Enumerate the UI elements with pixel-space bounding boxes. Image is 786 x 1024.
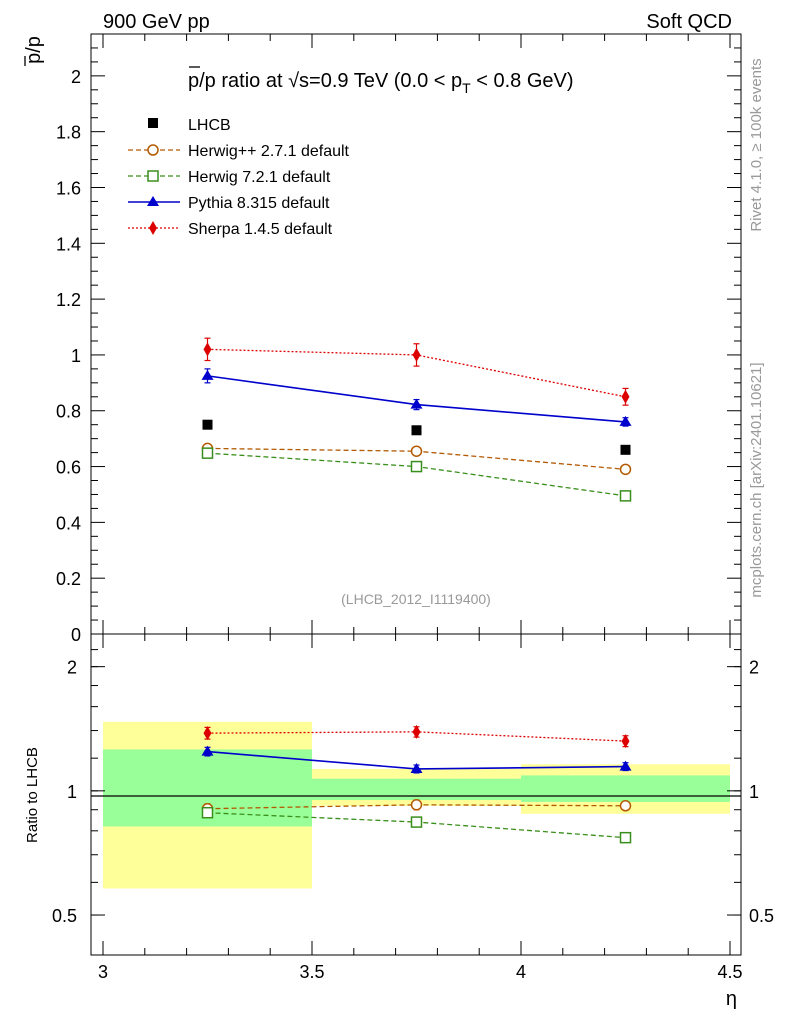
- ratio-ytick-label: 2: [67, 658, 77, 678]
- chart: 900 GeV pp Soft QCD p/p Ratio to LHCB Ri…: [0, 0, 786, 1024]
- main-series-point: [413, 348, 421, 362]
- data-point-lhcb: [203, 420, 213, 430]
- legend-label-herwig7: Herwig 7.2.1 default: [188, 169, 331, 186]
- x-tick-labels: 3 3.5 4 4.5: [98, 962, 743, 982]
- ratio-ytick-label: 0.5: [52, 906, 77, 926]
- legend-marker-lhcb: [148, 118, 158, 128]
- main-series-point: [412, 446, 422, 456]
- ratio-series-point: [621, 801, 631, 811]
- ratio-ytick-label-right: 1: [749, 782, 759, 802]
- main-ytick-label: 1.2: [56, 290, 81, 310]
- main-ylabel: p/p: [23, 36, 45, 66]
- main-series-point: [203, 448, 213, 458]
- category-label: Soft QCD: [646, 11, 732, 33]
- rivet-label: Rivet 4.1.0, ≥ 100k events: [748, 58, 765, 231]
- main-ytick-label: 0.6: [56, 458, 81, 478]
- x-axis-label: η: [726, 988, 737, 1010]
- main-series-point: [412, 462, 422, 472]
- main-ytick-label: 0.2: [56, 569, 81, 589]
- ratio-ytick-label: 1: [67, 782, 77, 802]
- legend-marker-herwig7: [148, 171, 158, 181]
- main-ytick-label: 0.8: [56, 402, 81, 422]
- main-ylabel-text: p/p: [23, 36, 45, 64]
- ratio-ytick-label-right: 0.5: [749, 906, 774, 926]
- legend-marker-pythia: [147, 196, 159, 206]
- legend-label-herwigpp: Herwig++ 2.7.1 default: [188, 143, 350, 160]
- x-tick-label: 4.5: [717, 962, 742, 982]
- ratio-band-inner: [521, 775, 730, 802]
- title-middle: /p ratio at: [199, 70, 288, 92]
- main-ytick-label: 0.4: [56, 513, 81, 533]
- x-tick-label: 4: [516, 962, 526, 982]
- main-series: [202, 338, 632, 501]
- main-ticks: 0 0.2 0.4 0.6 0.8 1 1.2 1.4 1.6 1.8 2: [56, 34, 741, 645]
- legend-marker-herwigpp: [148, 145, 158, 155]
- main-ytick-label: 1.6: [56, 178, 81, 198]
- main-series-point: [204, 342, 212, 356]
- data-point-lhcb: [412, 425, 422, 435]
- ratio-series-point: [621, 833, 631, 843]
- ratio-band-inner: [312, 779, 521, 800]
- ratio-panel: 0.5 0.5 1 1 2 2: [52, 634, 774, 955]
- main-panel: p/p ratio at √s=0.9 TeV (0.0 < pT < 0.8 …: [56, 34, 741, 645]
- title-sqrt: √: [288, 70, 299, 92]
- legend: LHCB Herwig++ 2.7.1 default Herwig 7.2.1…: [128, 117, 350, 238]
- data-point-lhcb: [621, 445, 631, 455]
- main-ytick-label: 1.8: [56, 123, 81, 143]
- main-series-point: [621, 491, 631, 501]
- plot-title: p/p ratio at √s=0.9 TeV (0.0 < pT < 0.8 …: [188, 70, 574, 96]
- main-ytick-label: 0: [71, 625, 81, 645]
- main-series-point: [621, 464, 631, 474]
- main-series-point: [202, 370, 214, 380]
- ratio-series-point: [412, 817, 422, 827]
- ratio-series-point: [203, 808, 213, 818]
- source-label: mcplots.cern.ch [arXiv:2401.10621]: [748, 362, 765, 597]
- ratio-ytick-label-right: 2: [749, 658, 759, 678]
- main-series-line-1: [208, 453, 626, 496]
- main-ytick-label: 1: [71, 346, 81, 366]
- legend-marker-sherpa: [149, 221, 157, 235]
- x-tick-label: 3: [98, 962, 108, 982]
- energy-label: 900 GeV pp: [103, 11, 210, 33]
- title-pbar: p: [188, 70, 199, 92]
- main-series-point: [622, 390, 630, 404]
- main-ytick-label: 1.4: [56, 234, 81, 254]
- main-ytick-label: 2: [71, 67, 81, 87]
- legend-label-sherpa: Sherpa 1.4.5 default: [188, 221, 333, 238]
- title-s-eq: s=0.9 TeV (0.0 < p: [299, 70, 462, 92]
- analysis-id: (LHCB_2012_I1119400): [341, 591, 491, 607]
- title-end: < 0.8 GeV): [471, 70, 574, 92]
- legend-label-pythia: Pythia 8.315 default: [188, 195, 330, 212]
- ratio-ylabel: Ratio to LHCB: [24, 747, 41, 843]
- legend-label-lhcb: LHCB: [188, 117, 231, 134]
- x-tick-label: 3.5: [299, 962, 324, 982]
- ratio-series-point: [412, 800, 422, 810]
